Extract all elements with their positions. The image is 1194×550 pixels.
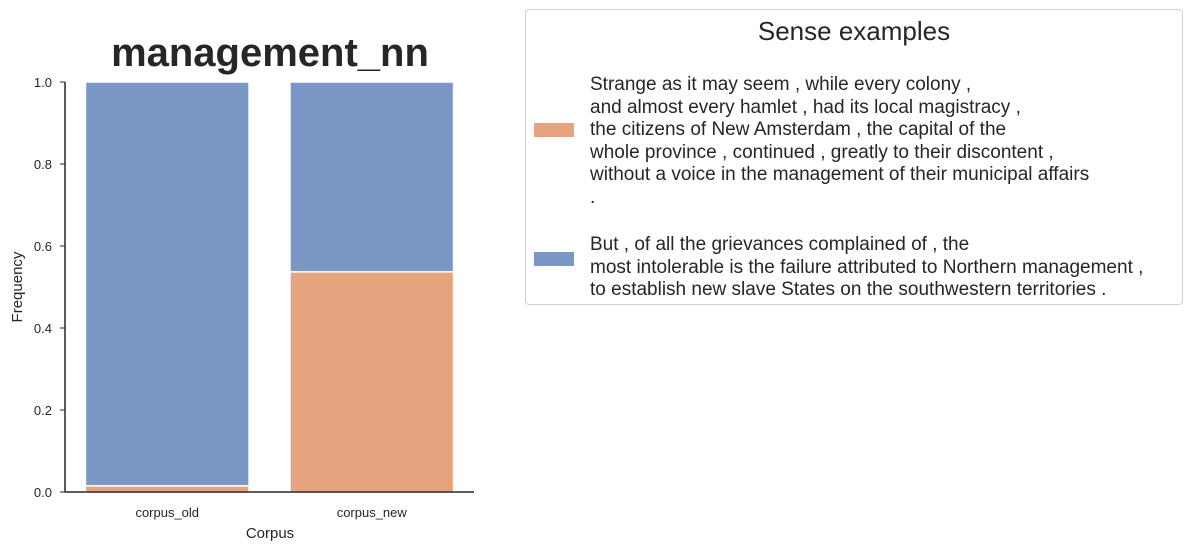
y-tick-label: 0.8 bbox=[34, 157, 52, 172]
x-tick-label: corpus_old bbox=[135, 505, 199, 520]
legend-title: Sense examples bbox=[757, 16, 951, 46]
bar-corpus_old-series-0 bbox=[84, 485, 250, 493]
legend: Sense examples Strange as it may seem , … bbox=[525, 9, 1183, 305]
bar-corpus_new-series-1 bbox=[289, 81, 455, 273]
legend-entry-text: But , of all the grievances complained o… bbox=[590, 234, 1144, 300]
axes bbox=[64, 82, 474, 493]
y-tick-label: 0.0 bbox=[34, 485, 52, 500]
y-tick-label: 1.0 bbox=[34, 75, 52, 90]
y-tick-label: 0.6 bbox=[34, 239, 52, 254]
chart-title: management_nn bbox=[111, 31, 429, 75]
y-axis-label: Frequency bbox=[9, 251, 26, 322]
legend-entry-text: Strange as it may seem , while every col… bbox=[590, 74, 1090, 208]
y-tick-label: 0.4 bbox=[34, 321, 52, 336]
bar-corpus_new-series-0 bbox=[289, 271, 455, 493]
x-ticks: corpus_old corpus_new bbox=[135, 505, 407, 520]
legend-entry: Strange as it may seem , while every col… bbox=[534, 74, 1174, 214]
legend-swatch bbox=[534, 123, 574, 137]
y-tick-label: 0.2 bbox=[34, 403, 52, 418]
bar-group bbox=[84, 81, 455, 493]
legend-entry: But , of all the grievances complained o… bbox=[534, 234, 1174, 304]
x-tick-label: corpus_new bbox=[337, 505, 408, 520]
legend-swatch bbox=[534, 252, 574, 266]
bar-corpus_old-series-1 bbox=[84, 81, 250, 487]
bar-chart: management_nn 0.0 0.2 0.4 0.6 0.8 1.0 corpus_… bbox=[9, 31, 474, 542]
y-ticks: 0.0 0.2 0.4 0.6 0.8 1.0 bbox=[34, 75, 65, 500]
x-axis-label: Corpus bbox=[246, 525, 294, 542]
